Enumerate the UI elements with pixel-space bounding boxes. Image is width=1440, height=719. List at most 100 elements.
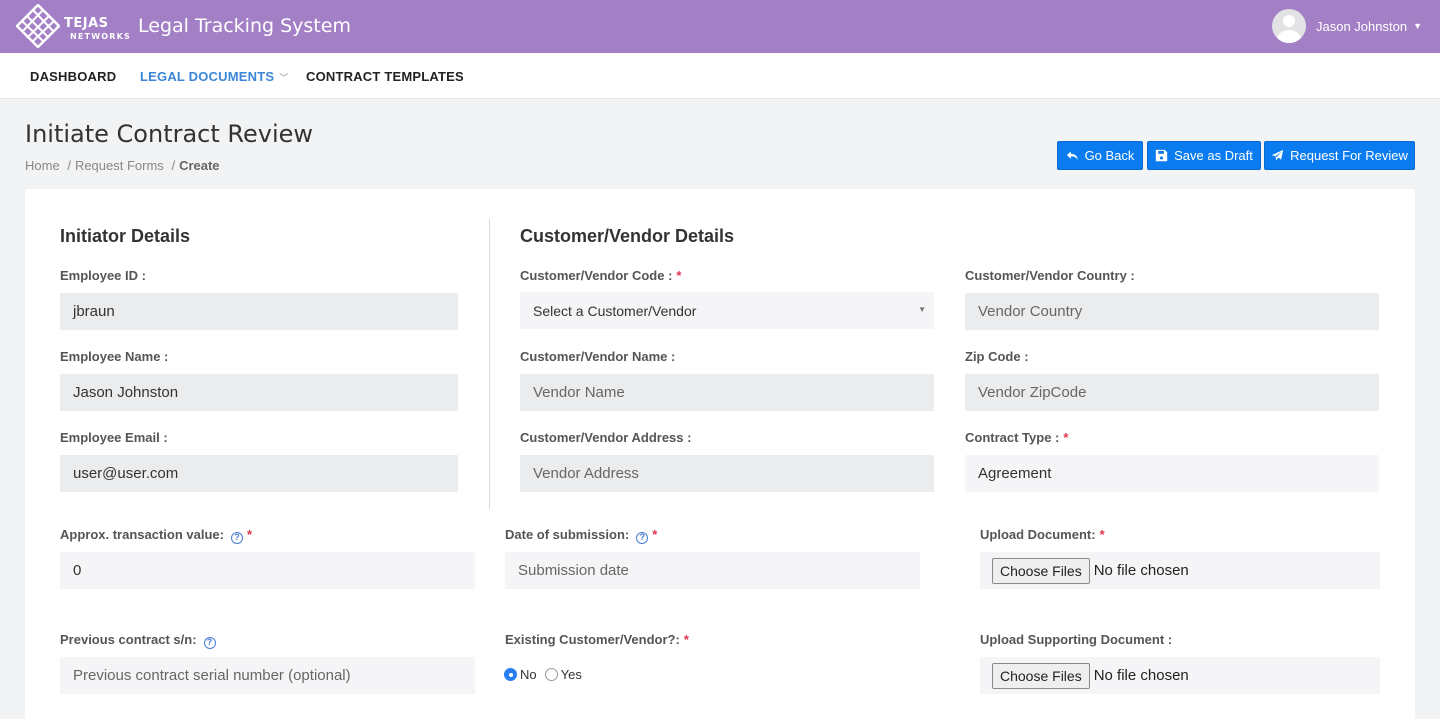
previous-contract-label: Previous contract s/n:? — [60, 632, 216, 649]
submission-date-input[interactable]: Submission date — [505, 552, 920, 589]
avatar — [1272, 9, 1306, 43]
employee-email-label: Employee Email : — [60, 430, 168, 445]
required-marker: * — [676, 268, 682, 283]
vendor-country-field[interactable]: Vendor Country — [965, 293, 1379, 330]
save-draft-button[interactable]: Save as Draft — [1147, 141, 1261, 170]
employee-name-value: Jason Johnston — [73, 384, 179, 401]
nav-dashboard[interactable]: DASHBOARD — [30, 69, 116, 84]
breadcrumb: Home / Request Forms / Create — [25, 158, 220, 173]
breadcrumb-request-forms[interactable]: Request Forms — [74, 158, 164, 173]
required-marker: * — [683, 632, 689, 647]
breadcrumb-home[interactable]: Home — [25, 158, 60, 173]
employee-email-value: user@user.com — [73, 465, 179, 482]
select-arrow-icon: ▼ — [918, 305, 926, 314]
help-icon[interactable]: ? — [230, 532, 243, 544]
employee-email-field[interactable]: user@user.com — [60, 455, 458, 492]
help-icon[interactable]: ? — [203, 637, 216, 649]
required-marker: * — [1063, 430, 1069, 445]
nav-contract-templates-label: CONTRACT TEMPLATES — [306, 69, 464, 84]
vendor-address-field[interactable]: Vendor Address — [520, 455, 934, 492]
go-back-label: Go Back — [1084, 148, 1135, 163]
vendor-name-placeholder: Vendor Name — [533, 384, 625, 401]
transaction-value-label-text: Approx. transaction value: — [60, 527, 224, 542]
employee-id-label: Employee ID : — [60, 268, 146, 283]
radio-yes-label[interactable]: Yes — [560, 667, 582, 682]
initiator-section-title: Initiator Details — [60, 226, 191, 246]
previous-contract-placeholder: Previous contract serial number (optiona… — [73, 667, 351, 684]
required-marker: * — [652, 527, 658, 542]
existing-vendor-label-text: Existing Customer/Vendor?: — [505, 632, 680, 647]
caret-down-icon: ▼ — [1413, 21, 1422, 31]
vendor-code-select[interactable]: Select a Customer/Vendor ▼ — [520, 292, 934, 329]
vendor-country-placeholder: Vendor Country — [978, 303, 1083, 320]
user-menu[interactable]: Jason Johnston ▼ — [1272, 9, 1422, 43]
zip-code-label: Zip Code : — [965, 349, 1029, 364]
no-file-chosen-text: No file chosen — [1093, 562, 1189, 579]
employee-name-field[interactable]: Jason Johnston — [60, 374, 458, 411]
form-card: Initiator Details Employee ID : jbraun E… — [25, 189, 1415, 719]
breadcrumb-separator: / — [171, 158, 176, 173]
existing-vendor-radio-group: No Yes — [504, 667, 590, 682]
submission-date-label-text: Date of submission: — [505, 527, 630, 542]
vendor-code-label-text: Customer/Vendor Code : — [520, 268, 673, 283]
vendor-address-placeholder: Vendor Address — [533, 465, 639, 482]
radio-no[interactable] — [504, 668, 517, 681]
transaction-value: 0 — [73, 562, 82, 579]
nav-legal-documents[interactable]: LEGAL DOCUMENTS ﹀ — [140, 69, 288, 84]
upload-supporting-input: Choose Files No file chosen — [980, 657, 1380, 694]
contract-type-select[interactable]: Agreement — [965, 455, 1379, 492]
breadcrumb-current: Create — [179, 158, 220, 173]
nav-contract-templates[interactable]: CONTRACT TEMPLATES — [306, 69, 464, 84]
nav-legal-documents-label: LEGAL DOCUMENTS — [140, 69, 275, 84]
vendor-address-label: Customer/Vendor Address : — [520, 430, 692, 445]
vendor-name-field[interactable]: Vendor Name — [520, 374, 934, 411]
upload-supporting-label: Upload Supporting Document : — [980, 632, 1173, 647]
customer-section-title: Customer/Vendor Details — [520, 226, 735, 246]
radio-yes[interactable] — [544, 668, 558, 681]
chevron-down-icon: ﹀ — [279, 73, 289, 83]
go-back-button[interactable]: Go Back — [1057, 141, 1143, 170]
user-name: Jason Johnston — [1316, 18, 1408, 34]
required-marker: * — [246, 527, 253, 542]
employee-name-label: Employee Name : — [60, 349, 169, 364]
top-header: TEJAS NETWORKS Legal Tracking System Jas… — [0, 0, 1440, 53]
employee-id-value: jbraun — [73, 303, 115, 320]
upload-document-label-text: Upload Document: — [980, 527, 1096, 542]
transaction-value-label: Approx. transaction value:? * — [60, 527, 252, 544]
request-review-label: Request For Review — [1290, 148, 1408, 163]
vendor-name-label: Customer/Vendor Name : — [520, 349, 676, 364]
submission-date-label: Date of submission:? * — [505, 527, 657, 544]
vendor-code-label: Customer/Vendor Code : * — [520, 268, 681, 283]
vendor-code-selected: Select a Customer/Vendor — [533, 302, 697, 319]
contract-type-label-text: Contract Type : — [965, 430, 1060, 445]
tejas-logo[interactable]: TEJAS NETWORKS — [16, 4, 130, 48]
nav-dashboard-label: DASHBOARD — [30, 69, 117, 84]
column-divider — [489, 219, 490, 509]
request-review-button[interactable]: Request For Review — [1264, 141, 1415, 170]
floppy-disk-icon — [1155, 149, 1168, 162]
existing-vendor-label: Existing Customer/Vendor?: * — [505, 632, 689, 647]
main-nav: DASHBOARD LEGAL DOCUMENTS ﹀ CONTRACT TEMP… — [0, 53, 1440, 99]
contract-type-value: Agreement — [978, 465, 1052, 482]
paper-plane-icon — [1271, 149, 1284, 161]
logo-text: TEJAS — [64, 16, 109, 31]
employee-id-field[interactable]: jbraun — [60, 293, 458, 330]
zip-code-field[interactable]: Vendor ZipCode — [965, 374, 1379, 411]
contract-type-label: Contract Type : * — [965, 430, 1068, 445]
page-title: Initiate Contract Review — [25, 120, 314, 148]
choose-files-button[interactable]: Choose Files — [992, 557, 1090, 584]
undo-arrow-icon — [1066, 151, 1078, 160]
logo-diamond-icon — [16, 4, 60, 48]
vendor-country-label: Customer/Vendor Country : — [965, 268, 1135, 283]
no-file-chosen-supporting-text: No file chosen — [1093, 667, 1189, 684]
help-icon[interactable]: ? — [636, 532, 649, 544]
radio-no-label[interactable]: No — [520, 667, 537, 682]
upload-document-label: Upload Document: * — [980, 527, 1105, 542]
choose-files-supporting-button[interactable]: Choose Files — [992, 662, 1090, 689]
submission-date-placeholder: Submission date — [518, 562, 629, 579]
logo-subtext: NETWORKS — [70, 32, 131, 41]
previous-contract-input[interactable]: Previous contract serial number (optiona… — [60, 657, 475, 694]
zip-code-placeholder: Vendor ZipCode — [978, 384, 1087, 401]
save-draft-label: Save as Draft — [1174, 148, 1253, 163]
transaction-value-input[interactable]: 0 — [60, 552, 475, 589]
